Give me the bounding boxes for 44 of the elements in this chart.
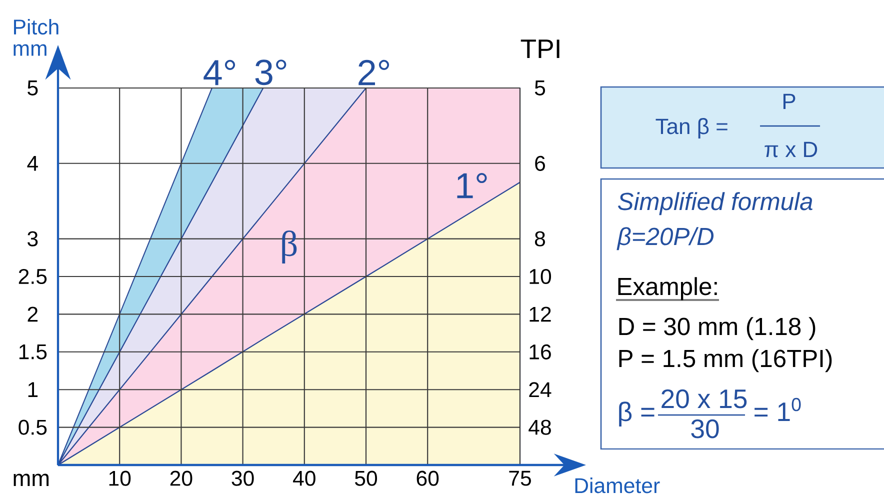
text: 10	[530, 268, 552, 284]
text: 48	[528, 420, 551, 435]
text: 5	[534, 80, 546, 96]
annotation: 4°	[204, 60, 236, 86]
y-tick-label: 3	[28, 231, 38, 246]
annotation: β	[282, 230, 297, 264]
x-tick-label: 75	[509, 470, 531, 486]
text: Tan β =	[656, 118, 728, 139]
text: 8	[534, 231, 546, 246]
y-tick-label: 0.5	[18, 420, 47, 435]
text: = 1$^{0}$	[754, 398, 801, 421]
annotation: 3°	[255, 60, 286, 86]
x-tick-label: 60	[416, 470, 439, 486]
y-tick-label: 1	[28, 382, 38, 397]
text: 20 x 15	[662, 389, 747, 408]
x-axis-title: Diameter	[575, 478, 660, 494]
text: 24	[529, 382, 552, 398]
x-tick-label: 20	[170, 470, 192, 486]
text: TPI	[520, 40, 560, 58]
text: P = 1.5 mm (16TPI)	[619, 349, 832, 372]
y-tick-label: 5	[28, 80, 38, 96]
text: 6	[535, 156, 545, 171]
x-tick-label: 50	[354, 470, 378, 486]
text: Simplified formula	[618, 192, 812, 216]
text: 16	[530, 344, 551, 360]
x-tick-label: 40	[293, 470, 316, 486]
annotation: 2°	[358, 60, 390, 86]
y-tick-label: 4	[27, 156, 38, 171]
x-tick-label: 30	[232, 470, 254, 486]
text: D = 30 mm (1.18 )	[619, 317, 816, 340]
y-tick-label: 2.5	[18, 268, 47, 284]
annotation: 1°	[457, 173, 487, 198]
text: 12	[530, 306, 551, 322]
text: π x D	[764, 142, 818, 158]
y-axis-title: Pitch mm	[14, 18, 58, 56]
y-tick-label: 2	[28, 306, 38, 322]
x-tick-label: 10	[109, 470, 131, 486]
text: β=20P/D	[616, 227, 714, 250]
text: P	[783, 94, 796, 109]
text: 30	[691, 419, 719, 438]
text: mm	[14, 474, 49, 486]
y-tick-label: 1.5	[19, 344, 47, 360]
text: β =	[619, 402, 654, 427]
text: Example:	[618, 277, 717, 300]
